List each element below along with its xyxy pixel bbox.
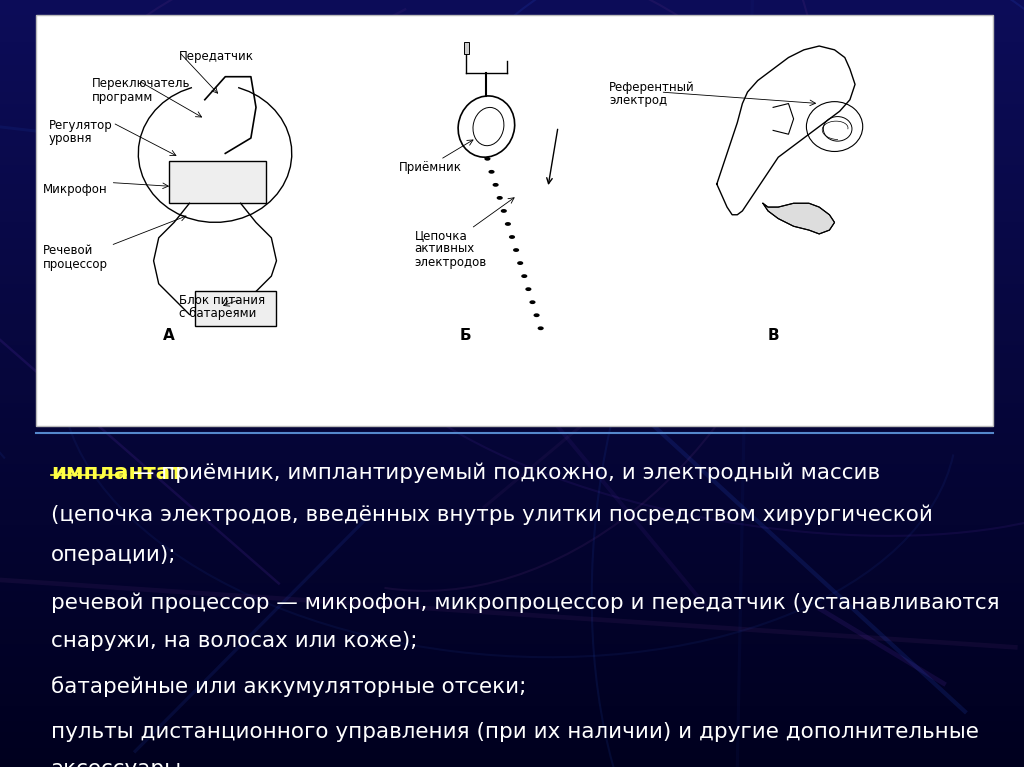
Ellipse shape [525, 287, 531, 291]
Ellipse shape [484, 157, 490, 161]
Text: Речевой: Речевой [43, 244, 93, 257]
Ellipse shape [538, 326, 544, 330]
FancyBboxPatch shape [195, 291, 276, 326]
Text: Блок питания: Блок питания [179, 294, 265, 307]
Text: речевой процессор — микрофон, микропроцессор и передатчик (устанавливаются: речевой процессор — микрофон, микропроце… [51, 592, 999, 613]
Text: операции);: операции); [51, 545, 177, 565]
Polygon shape [763, 203, 835, 234]
Ellipse shape [497, 196, 503, 199]
Ellipse shape [488, 170, 495, 174]
Text: аксессуары.: аксессуары. [51, 759, 189, 767]
Text: батарейные или аккумуляторные отсеки;: батарейные или аккумуляторные отсеки; [51, 676, 526, 697]
Ellipse shape [509, 235, 515, 239]
Text: В: В [767, 328, 779, 344]
Text: снаружи, на волосах или коже);: снаружи, на волосах или коже); [51, 631, 418, 651]
Text: Передатчик: Передатчик [179, 50, 254, 63]
Text: Регулятор: Регулятор [49, 119, 113, 132]
Ellipse shape [517, 261, 523, 265]
Text: Переключатель: Переключатель [92, 77, 190, 90]
Text: пульты дистанционного управления (при их наличии) и другие дополнительные: пульты дистанционного управления (при их… [51, 722, 979, 742]
Ellipse shape [505, 222, 511, 225]
FancyBboxPatch shape [464, 42, 469, 54]
Text: А: А [163, 328, 175, 344]
Text: электрод: электрод [609, 94, 668, 107]
Text: активных: активных [415, 242, 475, 255]
Text: Микрофон: Микрофон [43, 183, 108, 196]
Ellipse shape [534, 313, 540, 318]
Text: Б: Б [460, 328, 472, 344]
FancyBboxPatch shape [36, 15, 993, 426]
Ellipse shape [501, 209, 507, 212]
Ellipse shape [521, 275, 527, 278]
Ellipse shape [529, 300, 536, 304]
Text: уровня: уровня [49, 132, 92, 145]
Ellipse shape [513, 248, 519, 252]
Ellipse shape [493, 183, 499, 187]
FancyBboxPatch shape [169, 161, 266, 203]
Text: процессор: процессор [43, 258, 108, 272]
Text: — приёмник, имплантируемый подкожно, и электродный массив: — приёмник, имплантируемый подкожно, и э… [126, 463, 880, 483]
Text: Приёмник: Приёмник [399, 161, 463, 174]
Text: электродов: электродов [415, 256, 487, 269]
Text: (цепочка электродов, введённых внутрь улитки посредством хирургической: (цепочка электродов, введённых внутрь ул… [51, 505, 933, 525]
Text: Референтный: Референтный [609, 81, 695, 94]
Text: имплантат: имплантат [51, 463, 183, 482]
Text: с батареями: с батареями [179, 307, 257, 320]
Text: программ: программ [92, 91, 154, 104]
Text: Цепочка: Цепочка [415, 229, 468, 242]
